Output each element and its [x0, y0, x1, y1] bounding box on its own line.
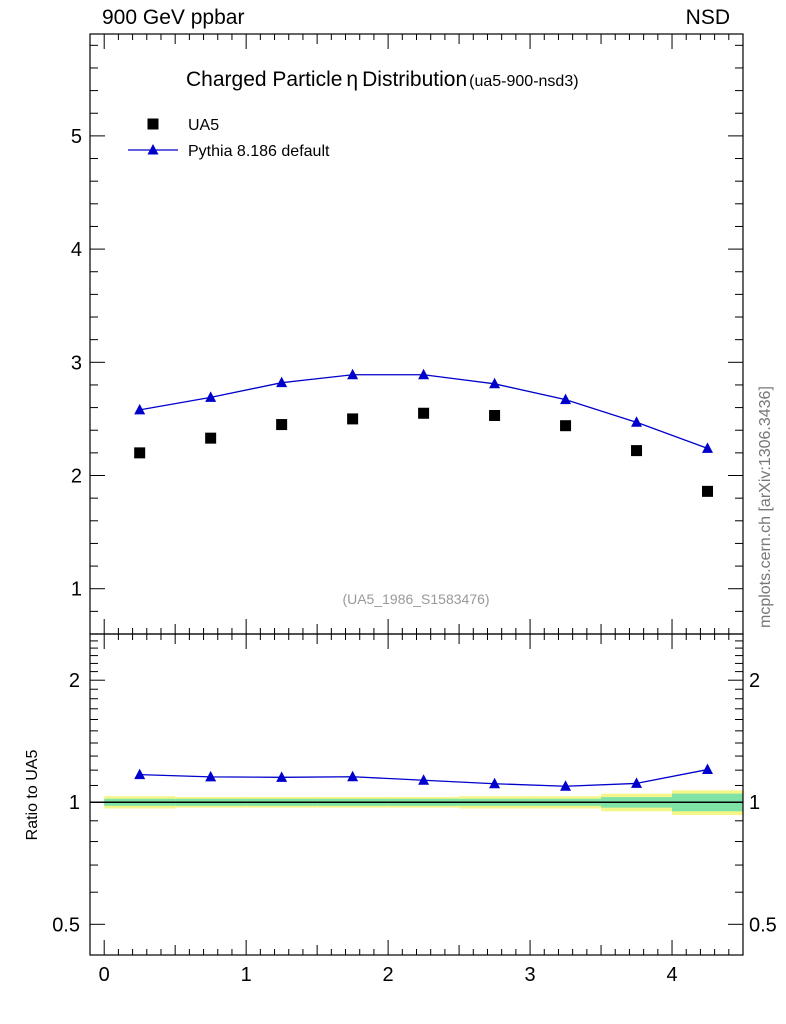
- pythia-point: [418, 368, 430, 380]
- pythia-point: [276, 376, 288, 388]
- pythia-point: [631, 416, 643, 427]
- ratio-y-tick-label-right: 0.5: [749, 914, 777, 936]
- ratio-y-tick-label: 0.5: [52, 914, 80, 936]
- ua5-point: [489, 410, 501, 422]
- pythia-point: [560, 393, 572, 405]
- ratio-point: [702, 763, 714, 775]
- y-tick-label: 3: [71, 352, 82, 374]
- ratio-y-tick-label: 1: [69, 792, 80, 814]
- reference-label: (UA5_1986_S1583476): [342, 591, 489, 607]
- header-right: NSD: [685, 6, 730, 29]
- ua5-point: [205, 432, 217, 444]
- pythia-point: [702, 442, 714, 453]
- legend-pythia-label: Pythia 8.186 default: [188, 143, 330, 160]
- ratio-point: [205, 770, 217, 782]
- ratio-y-tick-label: 2: [69, 670, 80, 692]
- pythia-point: [489, 377, 501, 389]
- ratio-point: [489, 777, 501, 789]
- ua5-point: [347, 413, 359, 425]
- ua5-point: [631, 445, 643, 457]
- x-tick-label: 4: [666, 964, 677, 986]
- ratio-y-tick-label-right: 1: [749, 792, 760, 814]
- ratio-y-tick-label-right: 2: [749, 670, 760, 692]
- header-left: 900 GeV ppbar: [102, 6, 245, 29]
- y-tick-label: 1: [71, 579, 82, 601]
- ratio-point: [560, 780, 572, 791]
- ua5-point: [702, 485, 714, 497]
- legend-pythia-marker: [147, 144, 159, 155]
- legend-ua5-marker: [147, 118, 159, 130]
- chart-title: Charged Particle η Distribution (ua5-900-ns…: [186, 68, 579, 91]
- pythia-point: [347, 368, 359, 380]
- y-tick-label: 4: [71, 239, 82, 261]
- ratio-point: [347, 770, 359, 782]
- pythia-point: [205, 391, 217, 402]
- ratio-point: [631, 777, 643, 788]
- pythia-point: [134, 403, 146, 415]
- ua5-point: [276, 419, 288, 431]
- y-tick-label: 2: [71, 466, 82, 488]
- ratio-point: [134, 768, 146, 780]
- ua5-point: [134, 447, 146, 459]
- ratio-point: [418, 774, 430, 785]
- ua5-point: [418, 407, 430, 419]
- y-tick-label: 5: [71, 126, 82, 148]
- ua5-point: [560, 420, 572, 432]
- x-tick-label: 0: [99, 964, 110, 986]
- legend-ua5-label: UA5: [188, 117, 219, 134]
- x-tick-label: 3: [525, 964, 536, 986]
- x-tick-label: 2: [383, 964, 394, 986]
- ratio-ylabel: Ratio to UA5: [24, 750, 41, 841]
- x-tick-label: 1: [241, 964, 252, 986]
- ratio-point: [276, 771, 288, 782]
